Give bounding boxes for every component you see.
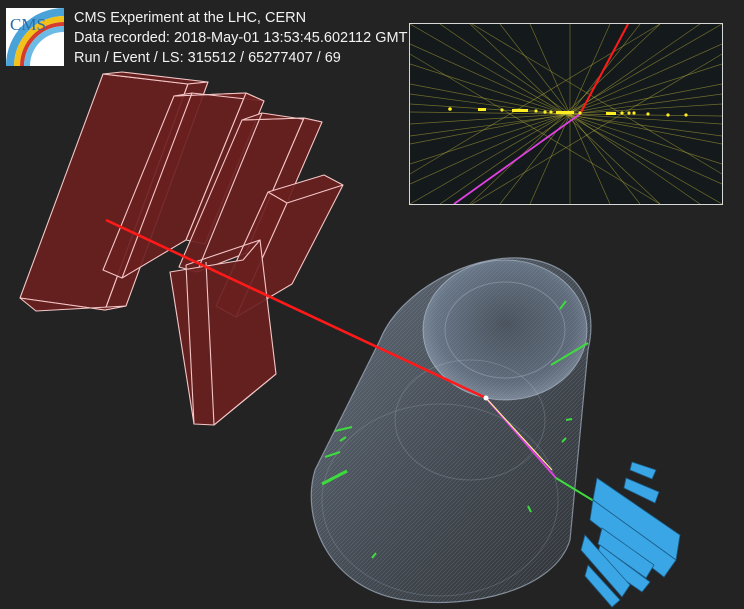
event-info: CMS Experiment at the LHC, CERN Data rec… — [74, 8, 407, 68]
inset-muon-track — [579, 24, 629, 115]
tracker-barrel — [310, 257, 592, 604]
muon-chamber-5 — [169, 239, 277, 426]
data-recorded: Data recorded: 2018-May-01 13:53:45.6021… — [74, 30, 408, 46]
vertex-markers — [448, 107, 688, 117]
cms-logo-icon: CMS — [6, 8, 64, 66]
primary-vertex — [483, 395, 489, 401]
experiment-title: CMS Experiment at the LHC, CERN — [74, 10, 307, 26]
muon-chambers — [19, 71, 344, 426]
muon-track — [105, 218, 487, 400]
run-event-ls: Run / Event / LS: 315512 / 65277407 / 69 — [74, 50, 341, 66]
vertex-zoom-view — [410, 24, 722, 204]
svg-text:CMS: CMS — [10, 15, 46, 34]
vertex-zoom-inset — [409, 23, 723, 205]
calorimeter-deposits — [580, 461, 681, 608]
inset-electron-track — [453, 113, 581, 204]
